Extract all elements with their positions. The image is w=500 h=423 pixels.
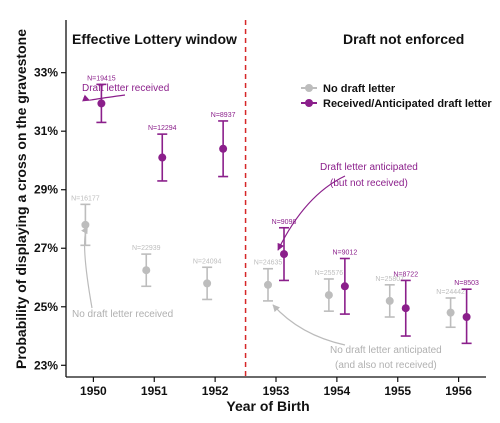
n-label: N=25576 [315, 270, 344, 277]
point-no-draft [324, 291, 333, 300]
n-label: N=8937 [211, 112, 236, 119]
n-label: N=9012 [333, 249, 358, 256]
n-label: N=22939 [132, 245, 161, 252]
legend-no-draft-label: No draft letter [323, 83, 396, 95]
point-received [97, 99, 106, 108]
point-received [219, 144, 228, 153]
x-tick-label: 1954 [324, 384, 351, 398]
n-label: N=25807 [375, 276, 404, 283]
ticks-group: 23% 25% 27% 29% 31% 33% 1950 1951 1952 1953 1954 19… [34, 66, 472, 398]
arrow-no-draft-anticipated [272, 304, 346, 346]
point-no-draft [385, 296, 394, 305]
annotation-no-draft-received: No draft letter received [72, 309, 173, 320]
n-label: N=24635 [254, 260, 283, 267]
n-label: N=8722 [393, 271, 418, 278]
point-no-draft [446, 308, 455, 317]
x-tick-label: 1952 [202, 384, 229, 398]
point-received [280, 250, 288, 259]
y-tick-label: 31% [34, 124, 58, 138]
n-label: N=19415 [87, 75, 116, 82]
n-label: N=12294 [148, 125, 177, 132]
y-tick-label: 25% [34, 300, 58, 314]
annotation-anticipated-line2: (but not received) [330, 178, 408, 189]
y-tick-label: 29% [34, 183, 58, 197]
annotation-anticipated-line1: Draft letter anticipated [320, 162, 418, 173]
region-title-not-enforced: Draft not enforced [343, 31, 464, 47]
point-received [158, 153, 167, 162]
x-tick-label: 1953 [263, 384, 290, 398]
n-label: N=24094 [193, 258, 222, 265]
point-no-draft [142, 266, 151, 275]
point-no-draft [203, 279, 212, 288]
legend-received-swatch [305, 99, 313, 107]
point-received [340, 282, 349, 291]
legend: No draft letter Received/Anticipated dra… [301, 83, 492, 110]
y-tick-label: 33% [34, 66, 58, 80]
region-title-lottery: Effective Lottery window [72, 31, 237, 47]
annotation-no-anticipated-line2: (and also not received) [335, 360, 437, 371]
y-axis-title: Probability of displaying a cross on the… [13, 29, 29, 369]
x-tick-label: 1951 [141, 384, 168, 398]
point-no-draft [264, 280, 272, 289]
point-no-draft [81, 220, 90, 229]
y-tick-label: 27% [34, 241, 58, 255]
n-label: N=9098 [272, 219, 297, 226]
annotation-arrows [81, 94, 346, 346]
n-label: N=24442 [436, 289, 465, 296]
n-label: N=8503 [454, 280, 479, 287]
x-tick-label: 1955 [384, 384, 411, 398]
y-tick-label: 23% [34, 358, 58, 372]
annotation-no-anticipated-line1: No draft letter anticipated [330, 345, 442, 356]
legend-received-label: Received/Anticipated draft letter [323, 98, 492, 110]
x-tick-label: 1950 [80, 384, 107, 398]
x-tick-label: 1956 [445, 384, 472, 398]
legend-no-draft-swatch [305, 84, 313, 92]
point-received [401, 304, 410, 313]
arrow-draft-received [82, 94, 126, 102]
annotation-draft-received: Draft letter received [82, 83, 169, 94]
x-axis-title: Year of Birth [226, 398, 309, 414]
point-received [462, 313, 471, 322]
n-label: N=16177 [71, 195, 100, 202]
marks-group: N=16177 N=22939 N=24094 N=24635 N=25576 N=258… [71, 75, 479, 345]
